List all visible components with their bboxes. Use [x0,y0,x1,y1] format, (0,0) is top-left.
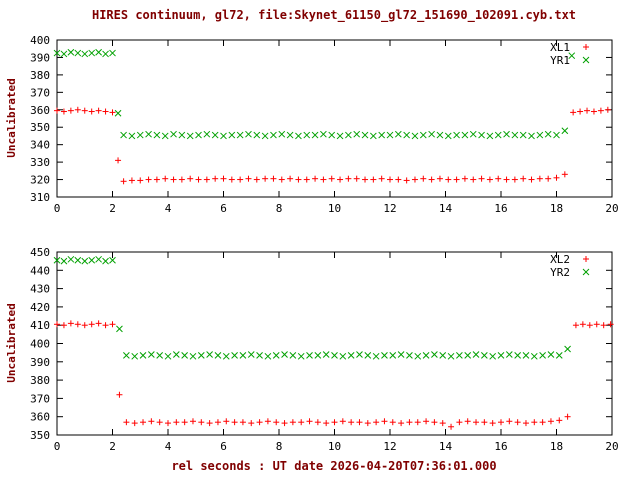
plot-border-1 [56,39,613,198]
y-tick-label: 320 [30,174,50,187]
x-tick-label: 20 [605,202,618,215]
chart-title: HIRES continuum, gl72, file:Skynet_61150… [91,8,577,22]
y-tick-label: 400 [30,338,50,351]
x-tick-label: 12 [383,440,396,453]
legend-label-XL1: XL1 [550,41,570,54]
legend-marker-YR2 [582,268,590,276]
panel-2: 0 2 4 6 8 10 12 14 16 18 20 350 360 370 380 390 400 410 42… [30,246,619,453]
series-XL1 [54,106,611,185]
y-tick-label: 410 [30,319,50,332]
y-tick-label: 360 [30,104,50,117]
y-tick-label: 380 [30,374,50,387]
y-tick-label: 310 [30,191,50,204]
x-tick-label: 6 [220,440,227,453]
x-tick-label: 18 [550,202,563,215]
x-tick-label: 8 [276,202,283,215]
series-XL2 [54,320,614,430]
x-tick-label: 16 [494,440,507,453]
y-tick-label: 390 [30,356,50,369]
x-tick-label: 12 [383,202,396,215]
legend-label-YR2: YR2 [550,266,570,279]
legend-marker-YR1 [582,56,590,64]
y-tick-label: 420 [30,301,50,314]
y-tick-label: 330 [30,156,50,169]
panel-1: 0 2 4 6 8 10 12 14 16 18 20 310 320 330 340 350 360 370 38… [30,34,619,215]
plot-border-2 [56,251,613,436]
legend-marker-XL1 [583,44,589,50]
x-axis-label: rel seconds : UT date 2026-04-20T07:36:0… [171,459,497,473]
y-tick-label: 340 [30,139,50,152]
x-tick-label: 8 [276,440,283,453]
x-tick-label: 0 [54,202,61,215]
y-tick-label: 360 [30,411,50,424]
y-tick-label: 350 [30,121,50,134]
y-tick-label: 430 [30,283,50,296]
legend-marker-XL2 [583,256,589,262]
y-tick-label: 440 [30,264,50,277]
y-tick-label: 400 [30,34,50,47]
x-tick-label: 0 [54,440,61,453]
x-tick-label: 6 [220,202,227,215]
y-tick-label: 350 [30,429,50,442]
x-tick-label: 14 [439,440,453,453]
x-tick-label: 4 [165,440,172,453]
y-tick-label: 390 [30,51,50,64]
y-tick-label: 380 [30,69,50,82]
y-tick-label: 370 [30,86,50,99]
x-tick-label: 18 [550,440,563,453]
x-tick-label: 14 [439,202,453,215]
y-tick-label: 450 [30,246,50,259]
series-YR1 [53,48,576,140]
x-tick-label: 4 [165,202,172,215]
x-tick-label: 16 [494,202,507,215]
series-YR2 [53,255,571,360]
x-tick-label: 2 [109,440,116,453]
legend-label-XL2: XL2 [550,253,570,266]
legend-label-YR1: YR1 [550,54,570,67]
x-tick-label: 10 [328,440,341,453]
x-tick-label: 10 [328,202,341,215]
x-tick-label: 2 [109,202,116,215]
x-tick-label: 20 [605,440,618,453]
y-tick-label: 370 [30,392,50,405]
